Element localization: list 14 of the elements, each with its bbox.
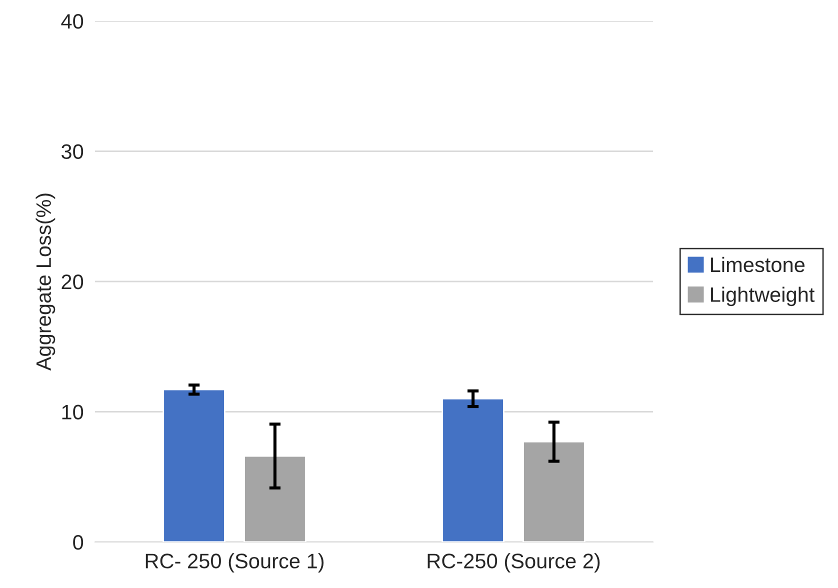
bar [522, 441, 586, 542]
legend-label: Lightweight [711, 286, 815, 306]
y-tick-label: 10 [62, 404, 84, 420]
x-tick-label: RC- 250 (Source 1) [146, 553, 324, 573]
y-axis-title: Aggregate Loss(%) [36, 194, 56, 371]
bar [442, 398, 504, 542]
bar [162, 388, 226, 542]
y-tick-label: 30 [62, 144, 84, 160]
x-tick-label: RC-250 (Source 2) [428, 553, 600, 573]
bar [244, 455, 306, 542]
legend-label: Limestone [711, 256, 805, 272]
y-tick-label: 40 [61, 14, 84, 29]
y-tick-label: 20 [62, 274, 84, 290]
y-tick-label: 0 [73, 535, 84, 550]
